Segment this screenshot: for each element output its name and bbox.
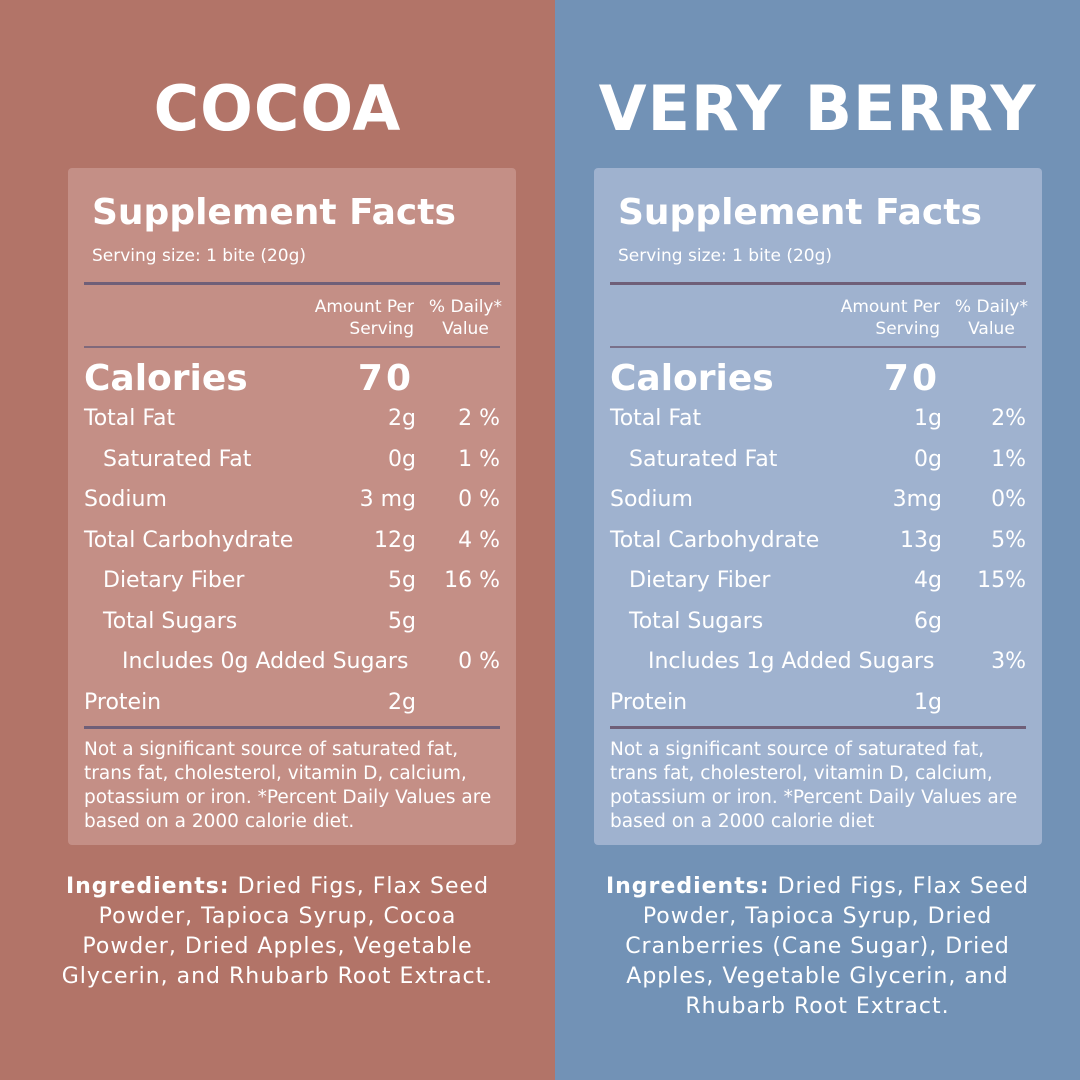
nutrient-daily-value: 0 %: [458, 649, 500, 674]
nutrient-label: Includes 0g Added Sugars: [122, 649, 409, 674]
nutrient-daily-value: 2%: [991, 406, 1026, 431]
nutrient-row: Protein 1g: [610, 690, 1026, 726]
nutrient-label: Sodium: [610, 487, 693, 512]
calories-value: 70: [883, 358, 940, 399]
nutrient-amount: 3mg: [892, 487, 942, 512]
nutrient-row: Total Carbohydrate 13g 5%: [610, 528, 1026, 564]
nutrient-daily-value: 5%: [991, 527, 1026, 553]
nutrient-label: Total Sugars: [103, 608, 238, 634]
footnote: Not a significant source of saturated fa…: [610, 739, 1018, 832]
ingredients-text: Dried Figs, Flax Seed Powder, Tapioca Sy…: [61, 874, 494, 989]
amount-header: Amount Per Serving: [314, 297, 414, 339]
calories-label: Calories: [610, 358, 774, 399]
nutrient-amount: 1g: [914, 406, 942, 431]
footnote: Not a significant source of saturated fa…: [84, 739, 492, 832]
nutrient-label: Total Fat: [610, 406, 702, 431]
divider: [84, 346, 500, 348]
divider: [84, 726, 500, 729]
nutrient-daily-value: 3%: [991, 649, 1026, 674]
nutrient-amount: 5g: [388, 568, 416, 593]
nutrient-row: Includes 0g Added Sugars 0 %: [84, 649, 500, 685]
panel-title: Supplement Facts: [92, 192, 456, 233]
serving-size: Serving size: 1 bite (20g): [92, 246, 307, 266]
nutrient-daily-value: 15%: [977, 568, 1026, 593]
nutrient-label: Dietary Fiber: [103, 568, 245, 593]
nutrient-row: Saturated Fat 0g 1 %: [84, 447, 500, 483]
serving-size: Serving size: 1 bite (20g): [618, 246, 833, 266]
ingredients: Ingredients: Dried Figs, Flax Seed Powde…: [50, 872, 505, 992]
calories-value: 70: [357, 358, 414, 399]
nutrient-row: Sodium 3mg 0%: [610, 487, 1026, 523]
daily-value-header: % Daily* Value: [428, 297, 502, 339]
nutrient-label: Includes 1g Added Sugars: [648, 649, 935, 674]
ingredients-label: Ingredients:: [605, 874, 770, 899]
divider: [610, 726, 1026, 729]
ingredients-label: Ingredients:: [65, 874, 230, 899]
nutrient-daily-value: 1 %: [458, 446, 500, 472]
divider: [610, 282, 1026, 285]
nutrient-row: Dietary Fiber 4g 15%: [610, 568, 1026, 604]
nutrient-label: Saturated Fat: [103, 446, 252, 472]
nutrient-label: Sodium: [84, 487, 167, 512]
divider: [84, 282, 500, 285]
nutrient-label: Total Carbohydrate: [610, 527, 820, 553]
calories-row: Calories 70: [84, 358, 500, 399]
nutrient-label: Total Sugars: [629, 608, 764, 634]
nutrient-row: Saturated Fat 0g 1%: [610, 447, 1026, 483]
ingredients-text: Dried Figs, Flax Seed Powder, Tapioca Sy…: [625, 874, 1030, 1019]
nutrient-row: Total Fat 1g 2%: [610, 406, 1026, 442]
calories-row: Calories 70: [610, 358, 1026, 399]
nutrient-amount: 13g: [900, 527, 942, 553]
nutrient-row: Total Fat 2g 2 %: [84, 406, 500, 442]
calories-label: Calories: [84, 358, 248, 399]
supplement-facts-panel: Supplement Facts Serving size: 1 bite (2…: [68, 168, 516, 845]
nutrient-row: Total Sugars 5g: [84, 609, 500, 645]
nutrient-row: Total Sugars 6g: [610, 609, 1026, 645]
nutrient-daily-value: 16 %: [444, 568, 500, 593]
nutrient-label: Dietary Fiber: [629, 568, 771, 593]
very-berry-column: VERY BERRY Supplement Facts Serving size…: [555, 0, 1080, 1080]
nutrient-daily-value: 1%: [991, 446, 1026, 472]
nutrient-amount: 0g: [388, 446, 416, 472]
panel-title: Supplement Facts: [618, 192, 982, 233]
nutrient-label: Total Carbohydrate: [84, 527, 294, 553]
product-title: COCOA: [153, 72, 402, 145]
product-title: VERY BERRY: [598, 72, 1037, 145]
amount-header: Amount Per Serving: [840, 297, 940, 339]
nutrient-row: Total Carbohydrate 12g 4 %: [84, 528, 500, 564]
cocoa-column: COCOA Supplement Facts Serving size: 1 b…: [0, 0, 555, 1080]
nutrient-daily-value: 2 %: [458, 406, 500, 431]
divider: [610, 346, 1026, 348]
nutrient-daily-value: 0%: [991, 487, 1026, 512]
nutrient-label: Protein: [84, 689, 162, 715]
nutrient-amount: 2g: [388, 689, 416, 715]
nutrient-label: Saturated Fat: [629, 446, 778, 472]
nutrient-amount: 1g: [914, 689, 942, 715]
nutrient-daily-value: 4 %: [458, 527, 500, 553]
daily-value-header: % Daily* Value: [954, 297, 1028, 339]
nutrient-amount: 3 mg: [359, 487, 416, 512]
nutrient-row: Sodium 3 mg 0 %: [84, 487, 500, 523]
nutrient-amount: 2g: [388, 406, 416, 431]
nutrient-row: Dietary Fiber 5g 16 %: [84, 568, 500, 604]
nutrient-row: Protein 2g: [84, 690, 500, 726]
nutrient-daily-value: 0 %: [458, 487, 500, 512]
nutrient-amount: 12g: [374, 527, 416, 553]
nutrient-label: Total Fat: [84, 406, 176, 431]
nutrient-amount: 6g: [914, 608, 942, 634]
nutrient-amount: 0g: [914, 446, 942, 472]
ingredients: Ingredients: Dried Figs, Flax Seed Powde…: [605, 872, 1030, 1022]
nutrient-label: Protein: [610, 689, 688, 715]
nutrient-amount: 5g: [388, 608, 416, 634]
supplement-facts-panel: Supplement Facts Serving size: 1 bite (2…: [594, 168, 1042, 845]
nutrient-amount: 4g: [914, 568, 942, 593]
nutrient-row: Includes 1g Added Sugars 3%: [610, 649, 1026, 685]
